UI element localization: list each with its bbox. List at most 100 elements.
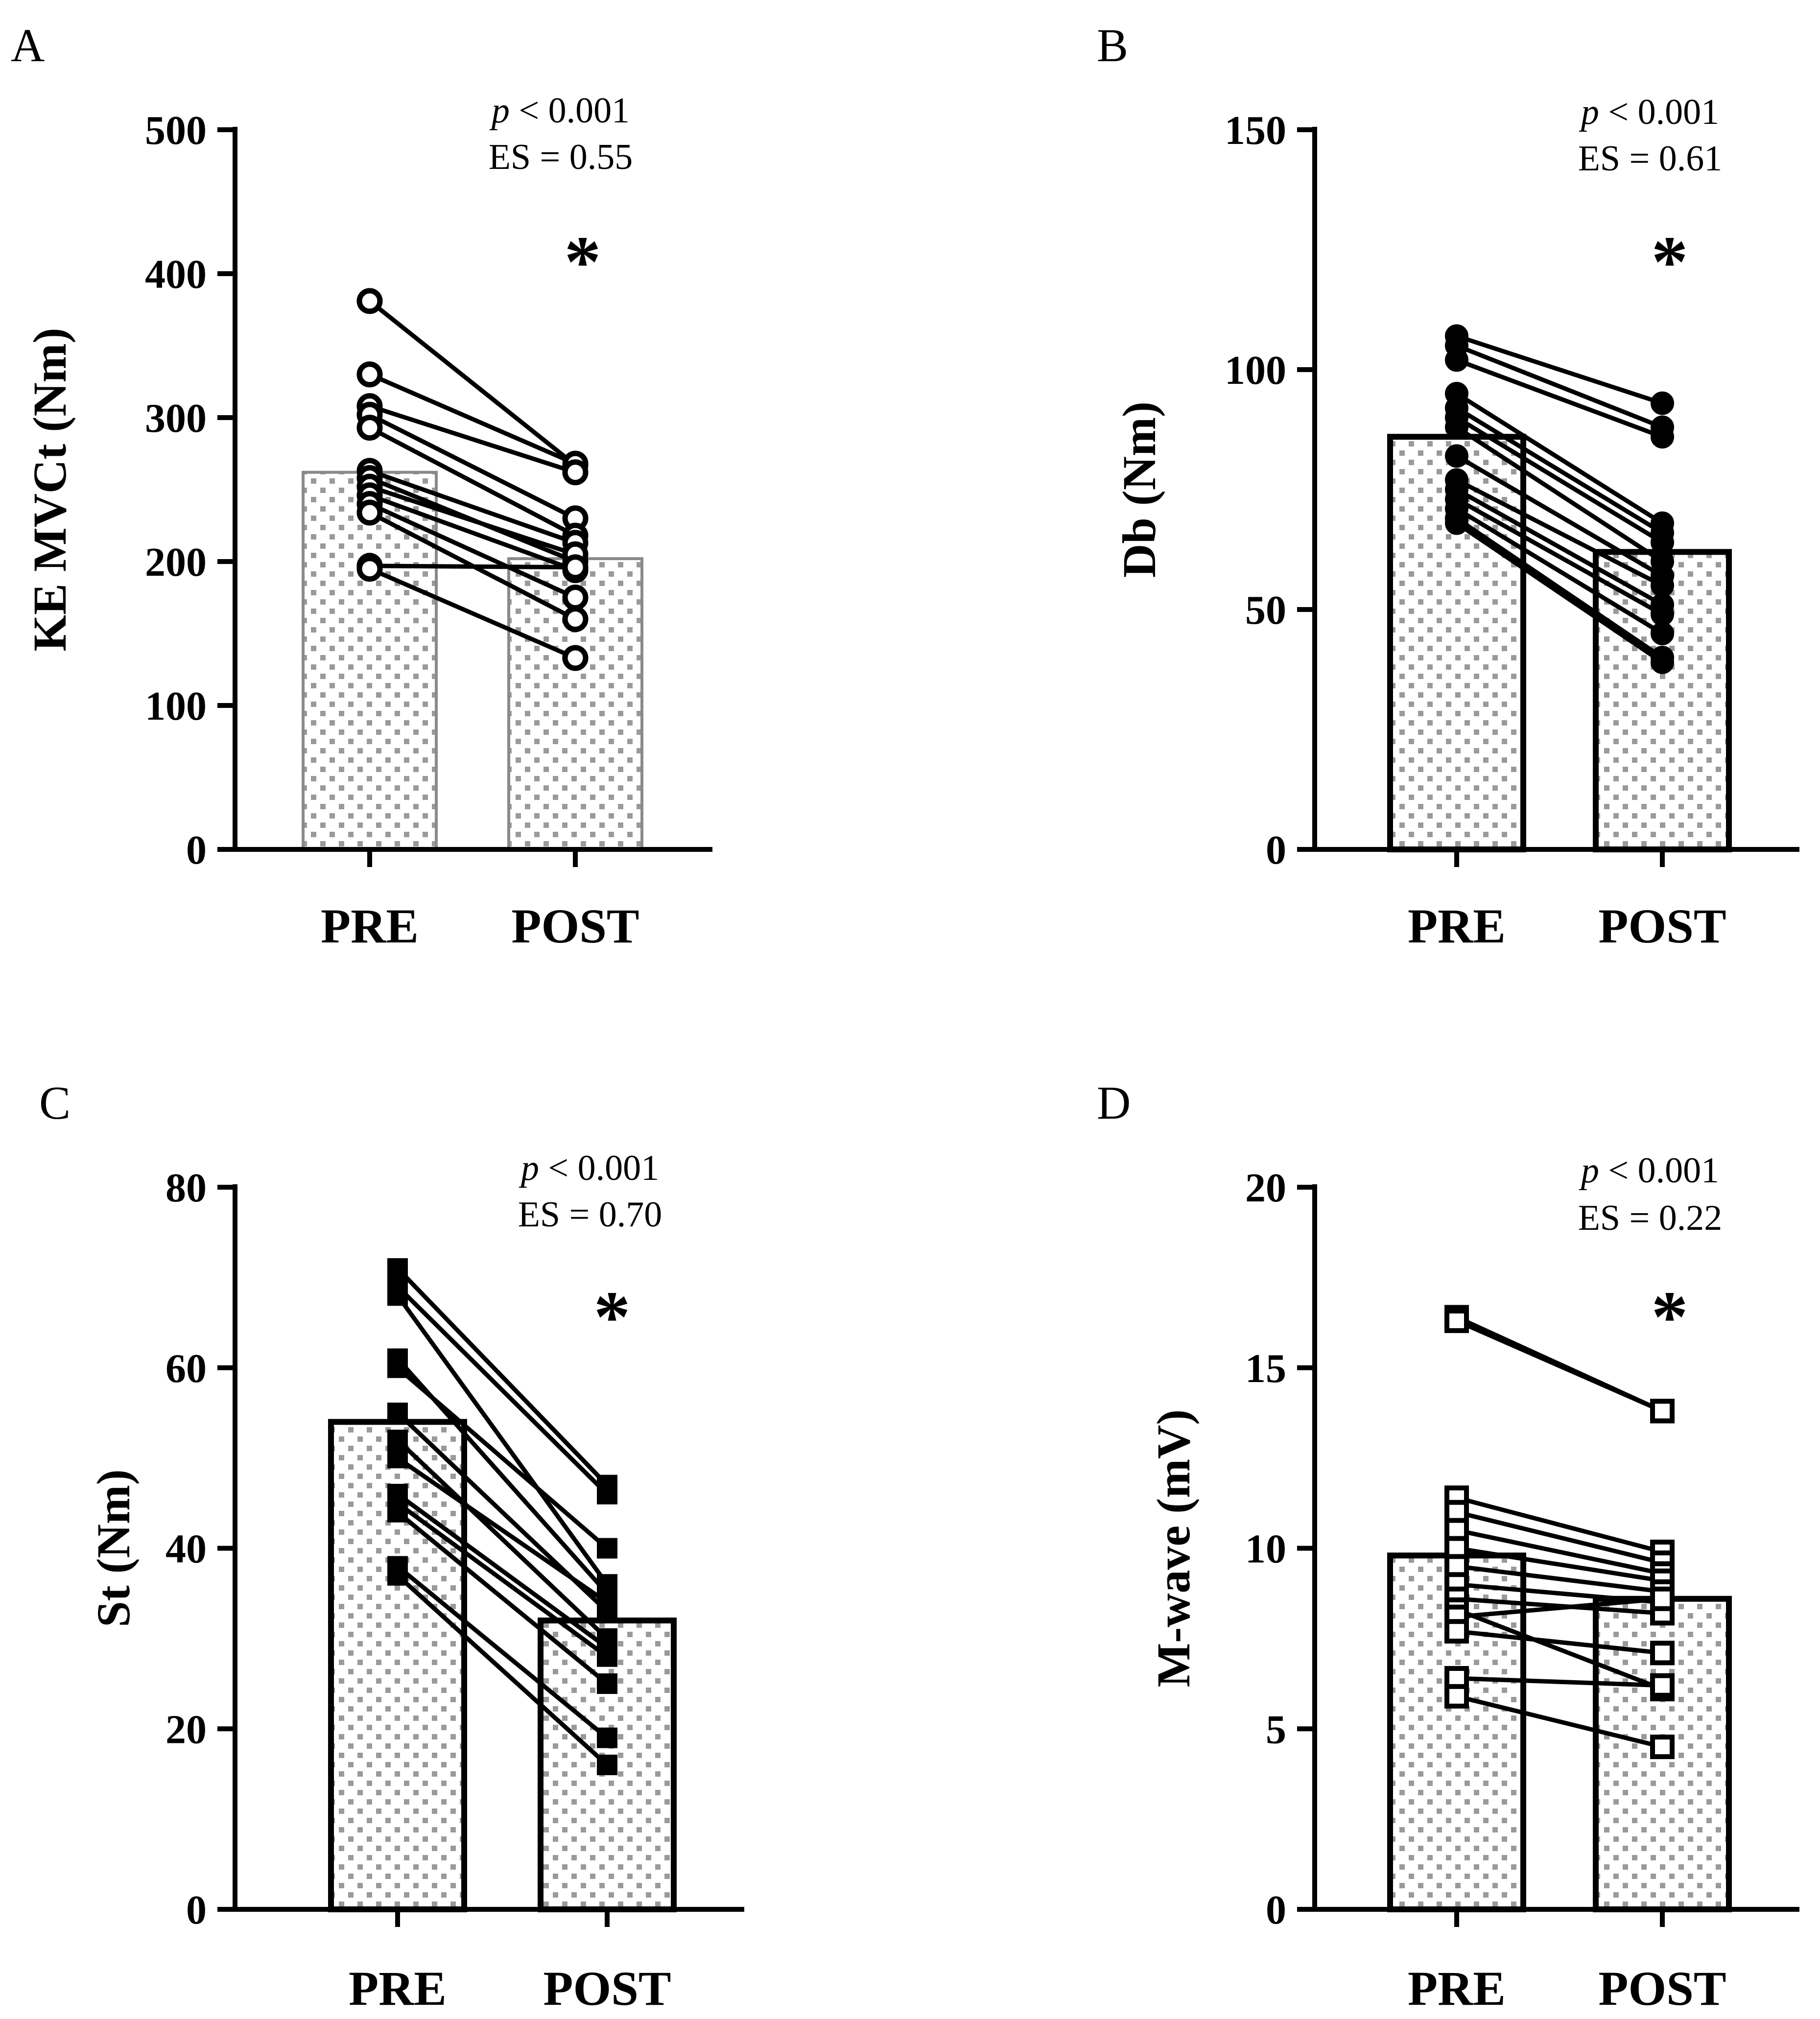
y-tick-label: 0 <box>186 827 207 873</box>
y-tick-label: 0 <box>1266 1887 1286 1933</box>
marker-pre <box>356 288 383 314</box>
marker-post <box>597 1538 617 1559</box>
marker-post <box>562 554 589 581</box>
panel-b: B 0 50 100 150 PRE POST Db (Nm) p < 0.001 ES = 0.… <box>1097 19 1799 953</box>
paired-line <box>1454 391 1665 526</box>
y-tick-label: 200 <box>145 540 207 585</box>
paired-line <box>395 1492 610 1650</box>
p-value: < 0.001 <box>510 91 630 131</box>
y-tick-label: 20 <box>165 1707 207 1752</box>
paired-line <box>1454 1694 1665 1749</box>
x-category-label: POST <box>1598 1961 1726 2016</box>
y-axis-label: KE MVCt (Nm) <box>24 328 76 651</box>
paired-line <box>1454 487 1665 607</box>
effect-size-text: ES = 0.55 <box>489 137 633 177</box>
paired-line <box>1454 1546 1665 1583</box>
paired-line <box>1454 497 1665 617</box>
paired-line <box>1454 516 1665 660</box>
p-symbol: p <box>1579 92 1599 132</box>
effect-size-text: ES = 0.22 <box>1578 1198 1723 1238</box>
x-category-label: PRE <box>349 1961 447 2016</box>
paired-line <box>1454 1528 1665 1576</box>
marker-pre <box>356 361 383 388</box>
marker-post <box>1651 650 1674 674</box>
paired-line <box>1454 506 1665 636</box>
marker-post <box>597 1646 617 1667</box>
paired-line <box>1454 521 1665 665</box>
marker-post <box>562 645 589 671</box>
marker-post <box>1650 1586 1675 1611</box>
y-tick-label: 100 <box>145 683 207 729</box>
paired-line <box>1454 1676 1665 1688</box>
marker-pre <box>1444 1308 1469 1333</box>
paired-line <box>395 1266 610 1487</box>
paired-line <box>1454 415 1665 545</box>
y-tick-label: 50 <box>1245 587 1286 633</box>
panel-d: D 0 5 10 15 20 PRE POST M-wave (mV) p < 0.001 ES =… <box>1097 1077 1799 2016</box>
marker-post <box>597 1755 617 1775</box>
effect-size-text: ES = 0.70 <box>518 1195 662 1235</box>
panel-letter: A <box>11 19 45 71</box>
marker-post <box>1651 425 1674 449</box>
p-value: < 0.001 <box>1599 92 1719 132</box>
panel-letter: D <box>1097 1077 1131 1129</box>
marker-pre <box>1445 511 1468 535</box>
y-axis-label: M-wave (mV) <box>1147 1409 1200 1688</box>
p-value-text: p < 0.001 <box>489 91 630 131</box>
paired-line <box>367 412 578 521</box>
y-tick-label: 40 <box>165 1526 207 1572</box>
y-tick-label: 20 <box>1245 1165 1286 1211</box>
paired-line <box>395 1510 610 1686</box>
y-tick-label: 400 <box>145 252 207 297</box>
marker-post <box>1651 622 1674 645</box>
x-category-label: PRE <box>1408 899 1506 953</box>
significance-star: * <box>1652 1276 1688 1358</box>
panel-letter: B <box>1097 19 1128 71</box>
paired-line <box>367 563 578 570</box>
marker-post <box>597 1483 617 1504</box>
marker-pre <box>356 556 383 582</box>
y-tick-label: 80 <box>165 1165 207 1211</box>
panel-letter: C <box>39 1077 71 1129</box>
paired-line <box>367 566 578 660</box>
marker-pre <box>387 1402 408 1423</box>
marker-pre <box>1444 1684 1469 1709</box>
paired-line <box>367 403 578 475</box>
paired-line <box>1454 1596 1665 1620</box>
paired-line <box>1454 1564 1665 1594</box>
marker-post <box>1650 1399 1675 1424</box>
p-value: < 0.001 <box>1599 1150 1719 1191</box>
p-symbol: p <box>1579 1150 1599 1191</box>
y-axis-label: St (Nm) <box>87 1469 140 1627</box>
marker-post <box>597 1592 617 1613</box>
paired-line <box>395 1284 610 1497</box>
y-tick-label: 60 <box>165 1346 207 1391</box>
marker-post <box>562 459 589 486</box>
y-tick-label: 15 <box>1245 1346 1286 1391</box>
paired-line <box>395 1501 610 1659</box>
marker-pre <box>1445 444 1468 468</box>
p-value-text: p < 0.001 <box>1579 1150 1719 1191</box>
marker-pre <box>387 1430 408 1451</box>
marker-pre <box>387 1502 408 1523</box>
p-value-text: p < 0.001 <box>1579 92 1719 132</box>
paired-line <box>395 1365 610 1550</box>
panel-a: A 0 100 200 300 400 500 PRE POST KE MVCt (Nm) p < … <box>11 19 712 953</box>
effect-size-text: ES = 0.61 <box>1578 139 1723 179</box>
x-category-label: POST <box>1598 899 1726 953</box>
significance-star: * <box>565 221 601 303</box>
paired-line <box>1454 1510 1665 1565</box>
paired-line <box>1454 357 1665 439</box>
marker-post <box>562 606 589 633</box>
paired-line <box>1454 1607 1665 1691</box>
paired-line <box>1454 1495 1665 1554</box>
y-tick-label: 5 <box>1266 1707 1286 1752</box>
paired-line <box>367 372 578 466</box>
bar-pre <box>302 470 438 851</box>
paired-line <box>1454 333 1665 406</box>
paired-line <box>367 484 578 557</box>
paired-line <box>1454 425 1665 564</box>
paired-line <box>367 501 578 600</box>
x-category-label: POST <box>543 1961 671 2016</box>
marker-pre <box>387 1258 408 1279</box>
